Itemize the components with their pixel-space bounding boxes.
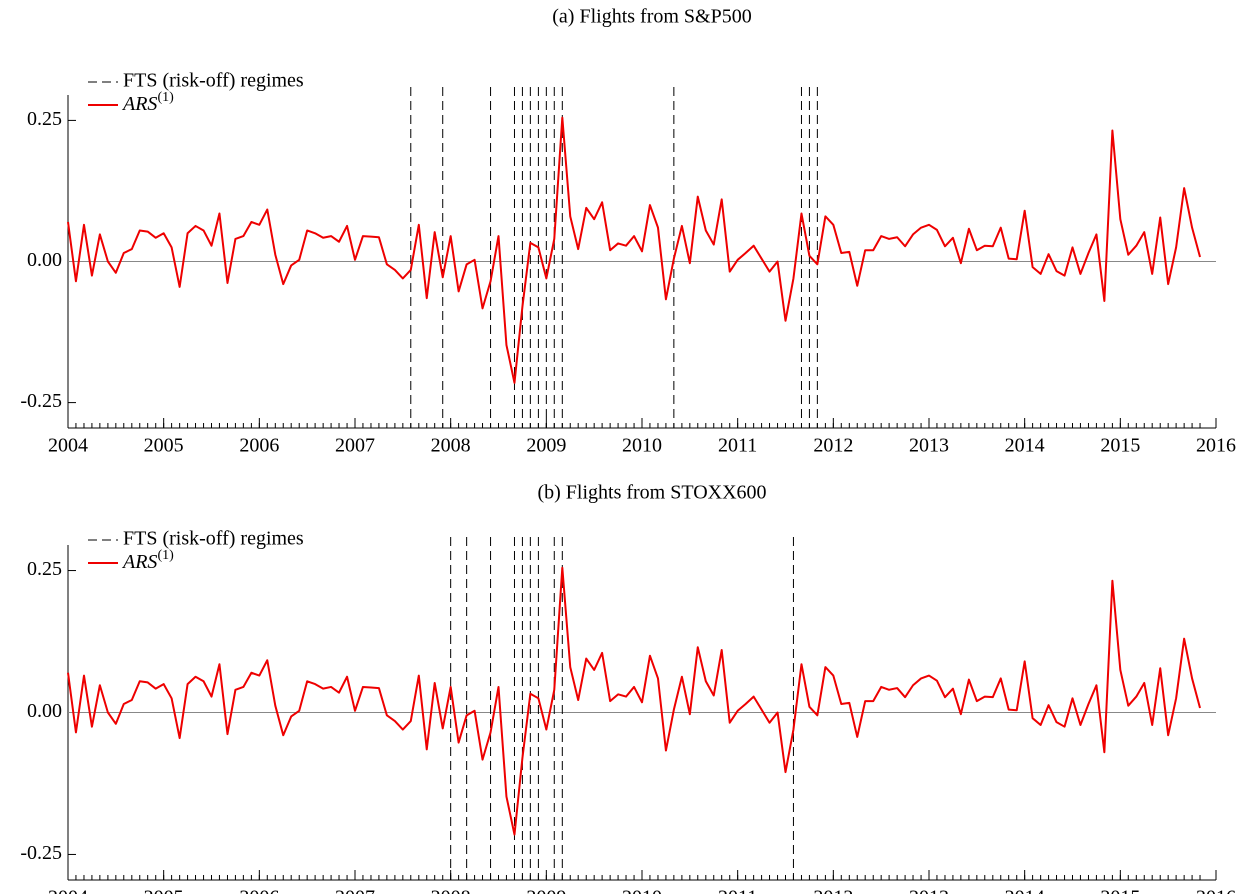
y-tick-label: 0.25 — [27, 108, 62, 130]
x-tick-label: 2007 — [335, 887, 375, 894]
legend-superscript: (1) — [157, 90, 174, 105]
x-tick-label: 2006 — [239, 887, 279, 894]
y-tick-label: 0.25 — [27, 558, 62, 580]
legend-name: ARS — [121, 551, 157, 573]
chart-title: (a) Flights from S&P500 — [552, 6, 751, 28]
y-tick-label: -0.25 — [20, 390, 62, 412]
x-tick-label: 2009 — [526, 887, 566, 894]
legend-label: FTS (risk-off) regimes — [123, 528, 304, 550]
chart-title: (b) Flights from STOXX600 — [537, 482, 766, 504]
y-tick-label: 0.00 — [27, 249, 62, 271]
x-tick-label: 2004 — [48, 435, 88, 457]
x-tick-label: 2011 — [718, 435, 757, 457]
x-tick-label: 2009 — [526, 435, 566, 457]
x-tick-label: 2016 — [1196, 887, 1236, 894]
x-tick-label: 2005 — [144, 887, 184, 894]
legend-label: FTS (risk-off) regimes — [123, 70, 304, 92]
legend-label: ARS(1) — [121, 548, 174, 572]
legend-label: ARS(1) — [121, 90, 174, 114]
y-tick-label: 0.00 — [27, 700, 62, 722]
x-tick-label: 2014 — [1005, 887, 1045, 894]
x-tick-label: 2010 — [622, 887, 662, 894]
x-tick-label: 2012 — [813, 435, 853, 457]
x-tick-label: 2010 — [622, 435, 662, 457]
x-tick-label: 2004 — [48, 887, 88, 894]
x-tick-label: 2011 — [718, 887, 757, 894]
x-tick-label: 2008 — [431, 887, 471, 894]
x-tick-label: 2015 — [1100, 435, 1140, 457]
x-tick-label: 2005 — [144, 435, 184, 457]
x-tick-label: 2013 — [909, 435, 949, 457]
y-tick-label: -0.25 — [20, 842, 62, 864]
x-tick-label: 2013 — [909, 887, 949, 894]
series-line — [67, 566, 1201, 836]
x-tick-label: 2014 — [1005, 435, 1045, 457]
x-tick-label: 2016 — [1196, 435, 1236, 457]
series-line — [67, 116, 1201, 384]
x-tick-label: 2006 — [239, 435, 279, 457]
x-tick-label: 2007 — [335, 435, 375, 457]
legend-name: ARS — [121, 93, 157, 115]
x-tick-label: 2012 — [813, 887, 853, 894]
x-tick-label: 2008 — [431, 435, 471, 457]
x-tick-label: 2015 — [1100, 887, 1140, 894]
legend-superscript: (1) — [157, 548, 174, 563]
